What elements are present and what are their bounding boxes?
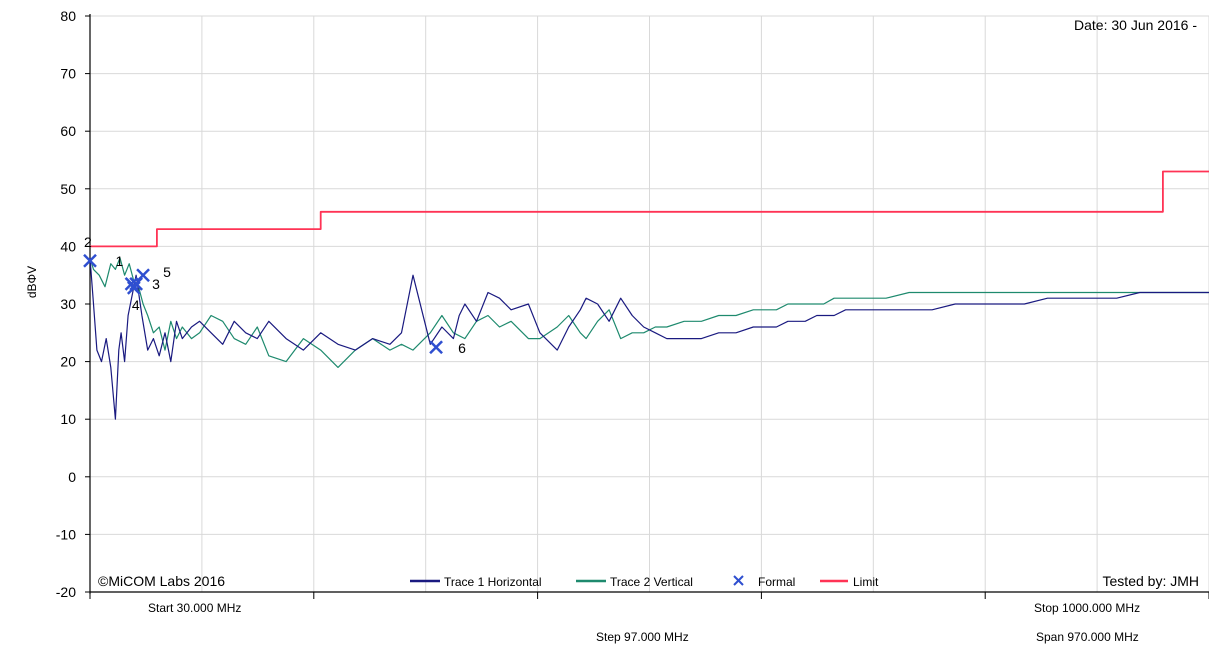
marker-label: 4 bbox=[132, 297, 140, 313]
stop-frequency-label: Stop 1000.000 MHz bbox=[1034, 601, 1140, 615]
y-tick-label: -10 bbox=[56, 526, 76, 542]
y-tick-label: 0 bbox=[68, 469, 76, 485]
y-tick-label: 20 bbox=[60, 354, 76, 370]
formal-markers: 2 1 435 6 bbox=[83, 234, 466, 356]
copyright-label: ©MiCOM Labs 2016 bbox=[98, 573, 225, 589]
legend-label-formal: Formal bbox=[758, 575, 795, 589]
marker-stroke bbox=[429, 340, 443, 355]
trace-lines bbox=[89, 170, 1209, 420]
y-tick-label: -20 bbox=[56, 584, 76, 600]
legend-label-trace-2: Trace 2 Vertical bbox=[610, 575, 693, 589]
span-frequency-label: Span 970.000 MHz bbox=[1036, 630, 1139, 644]
marker-label: 6 bbox=[458, 340, 466, 356]
y-tick-label: 40 bbox=[60, 238, 76, 254]
start-frequency-label: Start 30.000 MHz bbox=[148, 601, 241, 615]
marker-stroke bbox=[136, 268, 150, 283]
marker-label: 2 bbox=[84, 234, 92, 250]
formal-marker bbox=[136, 268, 150, 283]
marker-label: 1 bbox=[116, 253, 124, 269]
y-tick-label: 30 bbox=[60, 296, 76, 312]
legend-swatch-formal bbox=[733, 575, 744, 586]
y-tick-label: 10 bbox=[60, 411, 76, 427]
y-tick-label: 70 bbox=[60, 66, 76, 82]
limit-line bbox=[90, 170, 1209, 248]
tested-by-label: Tested by: JMH bbox=[1103, 573, 1199, 589]
chart-axes bbox=[85, 14, 1209, 599]
formal-marker bbox=[83, 253, 97, 268]
marker-label: 3 bbox=[152, 276, 160, 292]
date-label: Date: 30 Jun 2016 - bbox=[1074, 17, 1197, 33]
legend: Trace 1 Horizontal Trace 2 Vertical Form… bbox=[410, 575, 879, 589]
step-frequency-label: Step 97.000 MHz bbox=[596, 630, 689, 644]
marker-stroke bbox=[83, 253, 97, 268]
legend-label-trace-1: Trace 1 Horizontal bbox=[444, 575, 542, 589]
y-axis-label: dBΦV bbox=[25, 266, 39, 298]
y-tick-label: 60 bbox=[60, 123, 76, 139]
trace-2-vertical-line bbox=[89, 257, 1209, 368]
y-tick-label: 50 bbox=[60, 181, 76, 197]
y-tick-label: 80 bbox=[60, 8, 76, 24]
legend-label-limit: Limit bbox=[853, 575, 879, 589]
marker-label: 5 bbox=[163, 264, 171, 280]
y-tick-labels: 80 70 60 50 40 30 20 10 0 -10 -20 bbox=[56, 8, 76, 600]
grid-lines bbox=[89, 15, 1209, 593]
trace-1-horizontal-line bbox=[89, 257, 1209, 420]
formal-marker bbox=[429, 340, 443, 355]
